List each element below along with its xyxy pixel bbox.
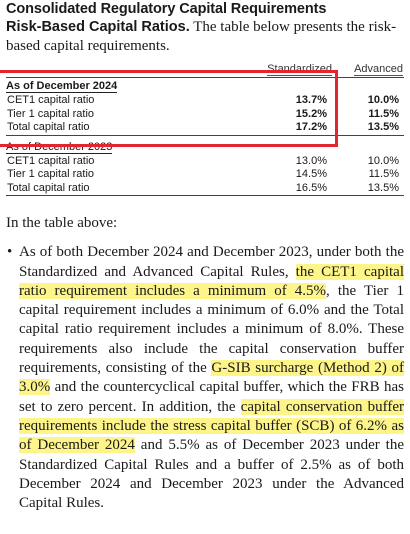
- table-row: Total capital ratio 17.2% 13.5%: [6, 121, 404, 136]
- table-row: CET1 capital ratio 13.7% 10.0%: [7, 94, 399, 106]
- intro-text: The table below presents the risk-based …: [6, 19, 397, 54]
- section-heading: Consolidated Regulatory Capital Requirem…: [6, 1, 327, 17]
- section-title-2024: As of December 2024: [6, 80, 118, 93]
- bullet-item: • As of both December 2024 and December …: [7, 244, 405, 512]
- table-top-rule: [6, 77, 404, 78]
- bullet-icon: •: [7, 244, 13, 261]
- intro-lead: Risk-Based Capital Ratios.: [6, 19, 190, 35]
- after-table-label: In the table above:: [6, 215, 118, 231]
- table-row: Tier 1 capital ratio 15.2% 11.5%: [7, 107, 399, 120]
- table-row: CET1 capital ratio 13.0% 10.0%: [7, 154, 399, 167]
- capital-ratio-table: Standardized Advanced As of December 202…: [6, 63, 404, 196]
- document-page: Consolidated Regulatory Capital Requirem…: [6, 0, 404, 513]
- column-header-advanced: Advanced: [354, 63, 403, 76]
- table-row: Total capital ratio 16.5% 13.5%: [6, 182, 404, 196]
- highlight-box-2024: [0, 70, 338, 147]
- intro-paragraph: Risk-Based Capital Ratios. The table bel…: [6, 18, 404, 56]
- table-row: Tier 1 capital ratio 14.5% 11.5%: [7, 168, 399, 180]
